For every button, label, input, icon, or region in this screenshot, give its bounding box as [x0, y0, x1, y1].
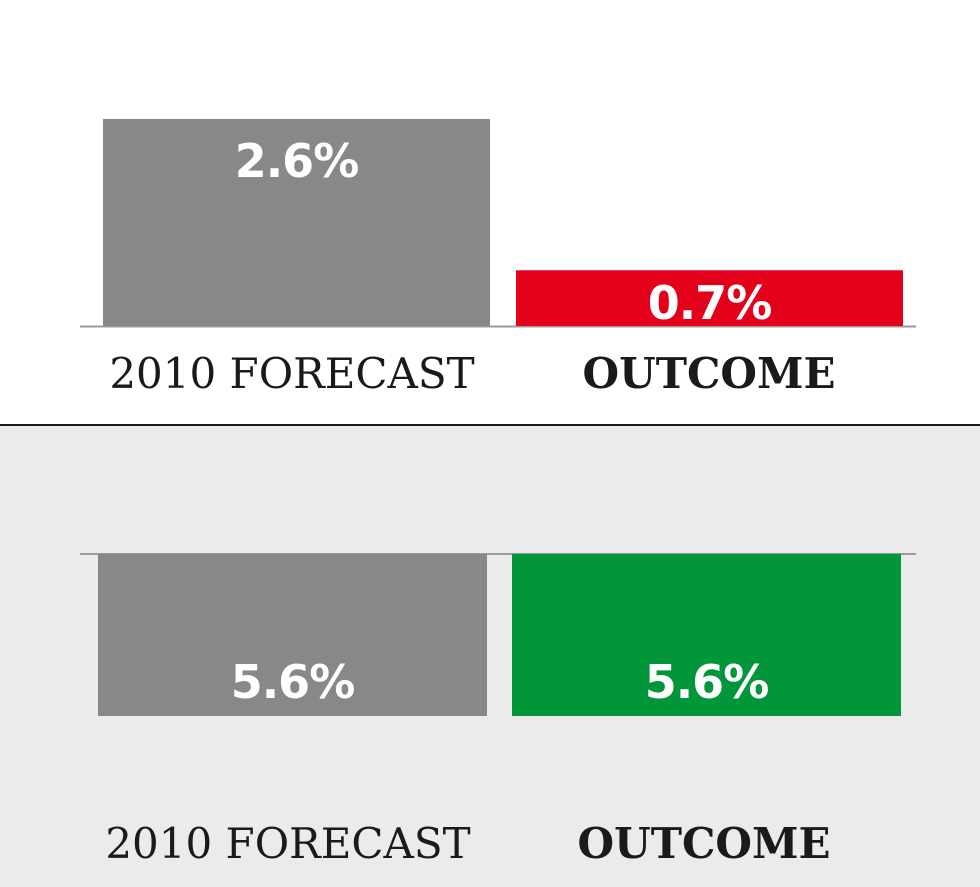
category-label-bottom-outcome: OUTCOME [578, 819, 831, 868]
panel-divider [0, 424, 980, 426]
category-label-top-outcome: OUTCOME [583, 349, 836, 398]
top-chart-panel: 2.6% 0.7% 2010 FORECAST OUTCOME [0, 0, 980, 424]
bottom-bar-chart: 5.6% 5.6% 2010 FORECAST OUTCOME [80, 553, 916, 868]
value-label-top-forecast: 2.6% [235, 134, 359, 188]
bar-bottom-outcome [512, 554, 901, 716]
bar-bottom-forecast [98, 554, 487, 716]
category-label-top-forecast: 2010 FORECAST [109, 349, 474, 398]
bottom-chart-panel: 5.6% 5.6% 2010 FORECAST OUTCOME [0, 426, 980, 887]
bar-top-outcome [516, 270, 903, 326]
top-bar-chart: 2.6% 0.7% 2010 FORECAST OUTCOME [80, 119, 916, 398]
value-label-bottom-outcome: 5.6% [645, 655, 769, 709]
category-label-bottom-forecast: 2010 FORECAST [105, 819, 470, 868]
value-label-bottom-forecast: 5.6% [231, 655, 355, 709]
value-label-top-outcome: 0.7% [648, 276, 772, 330]
bar-top-forecast [103, 119, 490, 326]
